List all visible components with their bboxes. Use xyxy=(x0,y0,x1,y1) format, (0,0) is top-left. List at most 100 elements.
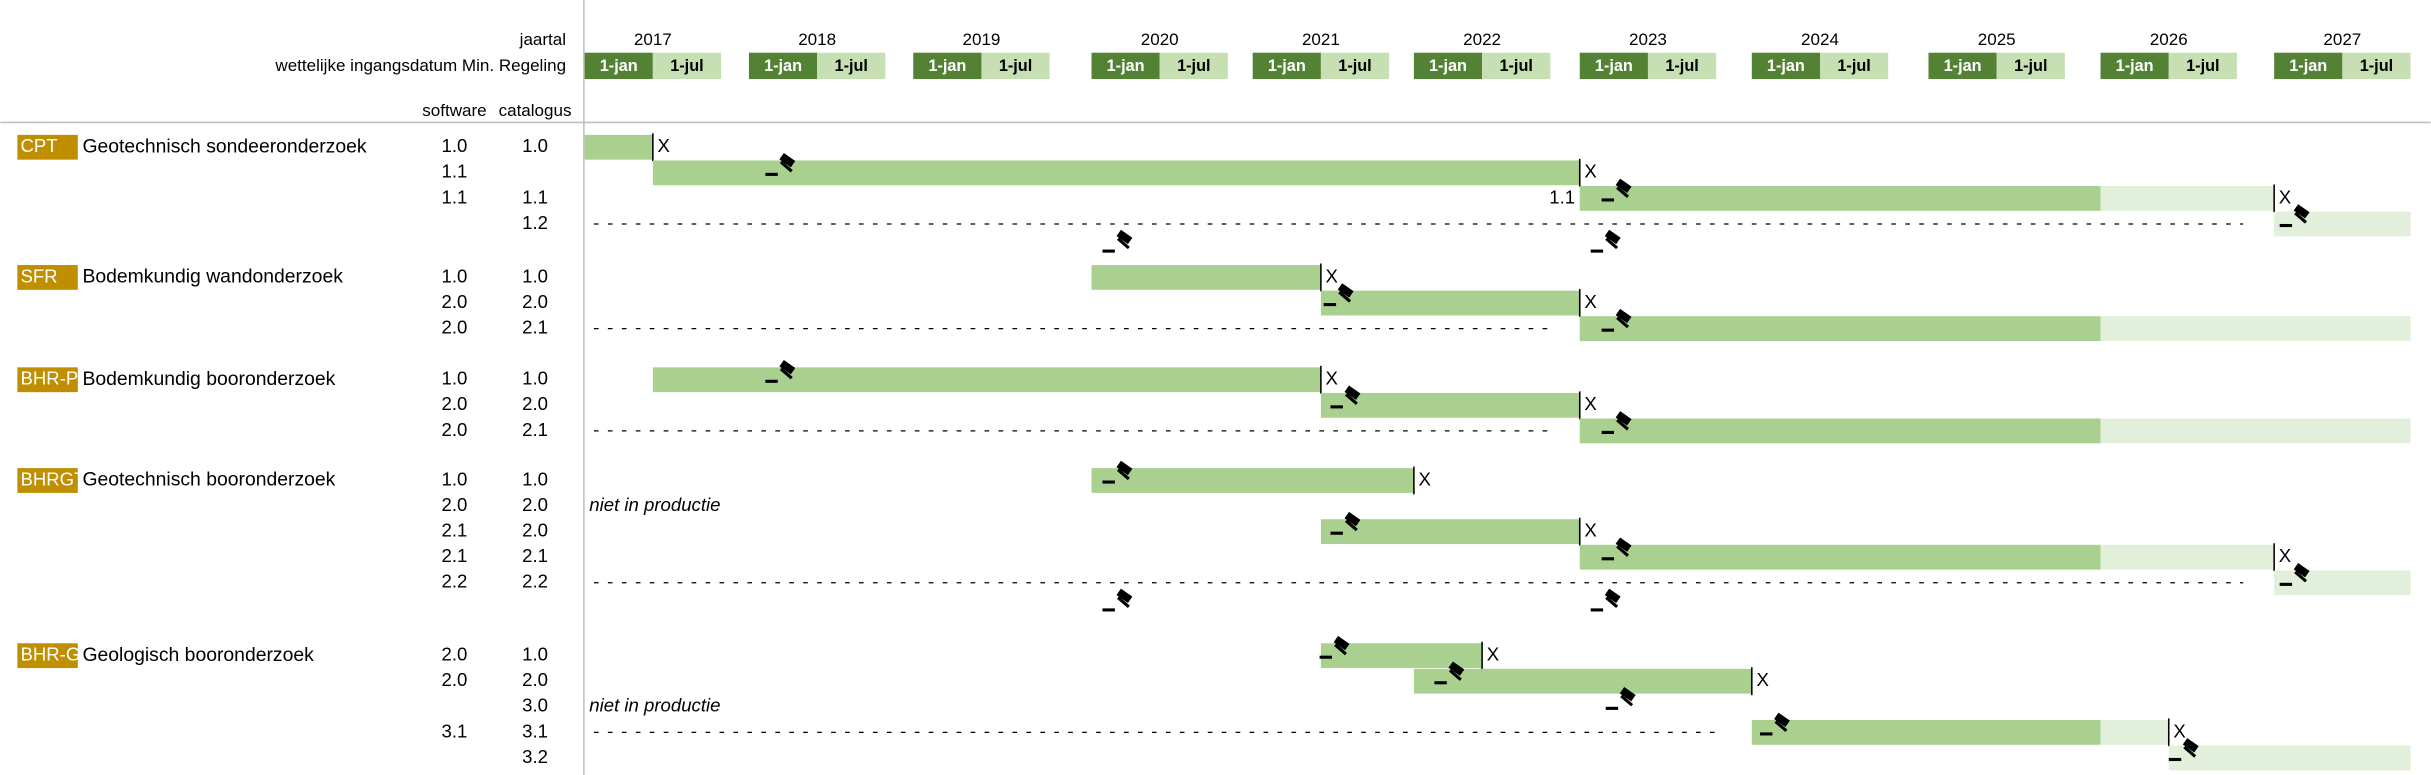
jan-box xyxy=(1928,52,1997,80)
software: 2.0 xyxy=(442,669,468,690)
gavel xyxy=(765,153,796,176)
software: 2.0 xyxy=(442,317,468,338)
gavel-handle xyxy=(2294,570,2308,583)
catalogus: 2.1 xyxy=(522,317,548,338)
bar xyxy=(1320,392,1580,418)
gavel-handle xyxy=(1116,596,1130,609)
jul-box xyxy=(817,52,886,80)
code-tag xyxy=(17,643,78,669)
gavel-handle xyxy=(1616,545,1629,557)
jan-label: 1-jan xyxy=(1429,57,1467,75)
note: niet in productie xyxy=(589,494,720,515)
end-label: X xyxy=(1584,393,1596,414)
end-label: X xyxy=(2279,186,2291,207)
catalogus: 2.0 xyxy=(522,393,548,414)
year: 2027 xyxy=(2323,30,2361,49)
gavel xyxy=(1319,635,1350,659)
end-label: X xyxy=(1584,161,1596,182)
end-label: X xyxy=(2173,720,2185,741)
jan-box xyxy=(2274,52,2343,80)
gavel-head xyxy=(1344,385,1361,400)
note: niet in productie xyxy=(589,695,720,716)
gavel-head xyxy=(1116,460,1133,476)
year: 2020 xyxy=(1141,30,1179,49)
code: CPT xyxy=(20,135,57,156)
jul-box xyxy=(1482,52,1551,80)
jul-label: 1-jul xyxy=(670,57,703,75)
gavel xyxy=(1102,460,1133,484)
year: 2017 xyxy=(634,30,672,49)
gavel-head xyxy=(779,153,796,168)
gavel xyxy=(2279,563,2310,586)
gavel-head xyxy=(1604,229,1621,245)
software-label: software xyxy=(422,101,486,120)
software: 2.1 xyxy=(442,545,468,566)
software: 1.1 xyxy=(442,186,468,207)
gavel-handle xyxy=(1620,694,1634,707)
jan-label: 1-jan xyxy=(600,57,638,75)
gavel-head xyxy=(779,359,796,375)
end-label: X xyxy=(1326,368,1338,389)
catalogus-label: catalogus xyxy=(499,101,572,120)
gavel xyxy=(1330,511,1361,535)
end-label: X xyxy=(1326,265,1338,286)
software: 2.0 xyxy=(442,494,468,515)
date-label: wettelijke ingangsdatum Min. Regeling xyxy=(274,56,566,75)
gavel-handle xyxy=(1448,669,1462,681)
gavel xyxy=(1605,687,1636,710)
gavel-head xyxy=(2182,738,2199,753)
jan-box xyxy=(748,52,818,80)
code-tag xyxy=(17,265,78,290)
catalogus: 2.0 xyxy=(522,291,548,312)
jan-box xyxy=(1413,52,1483,80)
jul-label: 1-jul xyxy=(2186,57,2219,75)
gavel-handle xyxy=(2183,745,2197,758)
bar xyxy=(1579,316,2101,341)
jul-box xyxy=(1820,52,1889,80)
jan-label: 1-jan xyxy=(1268,57,1306,75)
gavel-head xyxy=(1116,229,1133,245)
software: 3.1 xyxy=(442,720,468,741)
jan-label: 1-jan xyxy=(2116,57,2154,75)
catalogus: 1.0 xyxy=(522,468,548,489)
jan-label: 1-jan xyxy=(1944,57,1982,75)
jul-box xyxy=(1647,52,1717,80)
gavel-head xyxy=(1448,661,1465,676)
end-label: X xyxy=(1584,520,1596,541)
catalogus: 1.2 xyxy=(522,212,548,233)
software: 1.0 xyxy=(442,368,468,389)
year-label: jaartal xyxy=(519,30,566,49)
gavel xyxy=(1102,229,1133,253)
jul-label: 1-jul xyxy=(1499,57,1532,75)
catalogus: 2.0 xyxy=(522,669,548,690)
group-name: Geotechnisch sondeeronderzoek xyxy=(82,135,366,157)
group-name: Bodemkundig booronderzoek xyxy=(82,368,335,390)
gavel-head xyxy=(2293,563,2310,578)
end-label: X xyxy=(1584,291,1596,312)
bar xyxy=(2168,745,2411,771)
catalogus: 1.0 xyxy=(522,135,548,156)
gavel xyxy=(2279,204,2310,228)
gavel-head xyxy=(1615,537,1632,552)
end-label: X xyxy=(1419,468,1431,489)
catalogus: 3.0 xyxy=(522,695,548,716)
gavel-head xyxy=(1615,411,1632,426)
jan-label: 1-jan xyxy=(764,57,802,75)
bar xyxy=(1579,544,2101,570)
gavel-head xyxy=(1337,283,1354,298)
jul-label: 1-jul xyxy=(1665,57,1698,75)
bar xyxy=(1320,519,1580,545)
bar xyxy=(1579,186,2101,211)
gavel-head xyxy=(2293,204,2310,219)
gavel-head xyxy=(1615,178,1632,193)
jan-box xyxy=(2100,52,2169,80)
catalogus: 3.1 xyxy=(522,720,548,741)
gavel-head xyxy=(1116,588,1133,603)
jul-label: 1-jul xyxy=(835,57,868,75)
jul-box xyxy=(981,52,1050,80)
gavel xyxy=(1601,178,1632,202)
jul-label: 1-jul xyxy=(1837,57,1870,75)
code-tag xyxy=(17,468,78,493)
bar xyxy=(1751,719,2101,745)
bar xyxy=(652,367,1321,393)
